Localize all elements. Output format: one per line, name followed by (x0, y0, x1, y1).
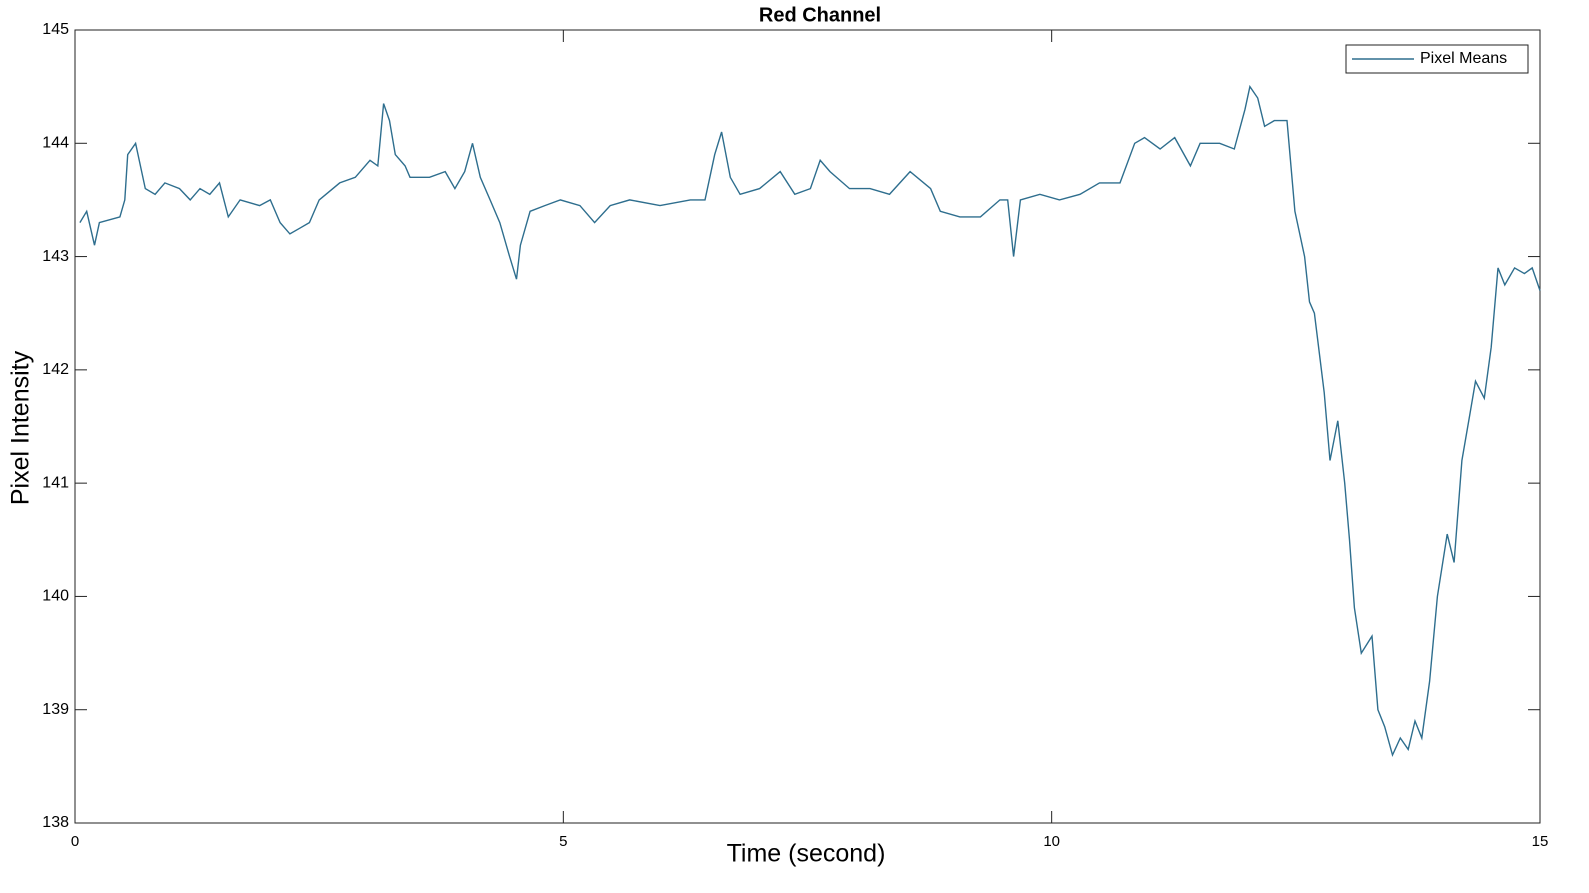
x-tick-label: 0 (71, 833, 79, 850)
y-tick-label: 145 (42, 21, 69, 38)
x-tick-label: 5 (559, 833, 567, 850)
chart-title: Red Channel (759, 4, 881, 26)
y-tick-label: 143 (42, 248, 69, 265)
y-tick-label: 138 (42, 814, 69, 831)
y-tick-label: 141 (42, 474, 69, 491)
y-tick-label: 142 (42, 361, 69, 378)
x-tick-label: 10 (1043, 833, 1060, 850)
y-tick-label: 139 (42, 701, 69, 718)
data-line (79, 84, 1541, 758)
y-tick-label: 140 (42, 588, 69, 605)
x-tick-label: 15 (1532, 833, 1549, 850)
y-tick-label: 144 (42, 135, 69, 152)
x-axis-label: Time (second) (727, 840, 886, 868)
y-axis-label: Pixel Intensity (7, 350, 35, 505)
legend-label: Pixel Means (1420, 50, 1507, 67)
plot-frame (74, 29, 1541, 824)
